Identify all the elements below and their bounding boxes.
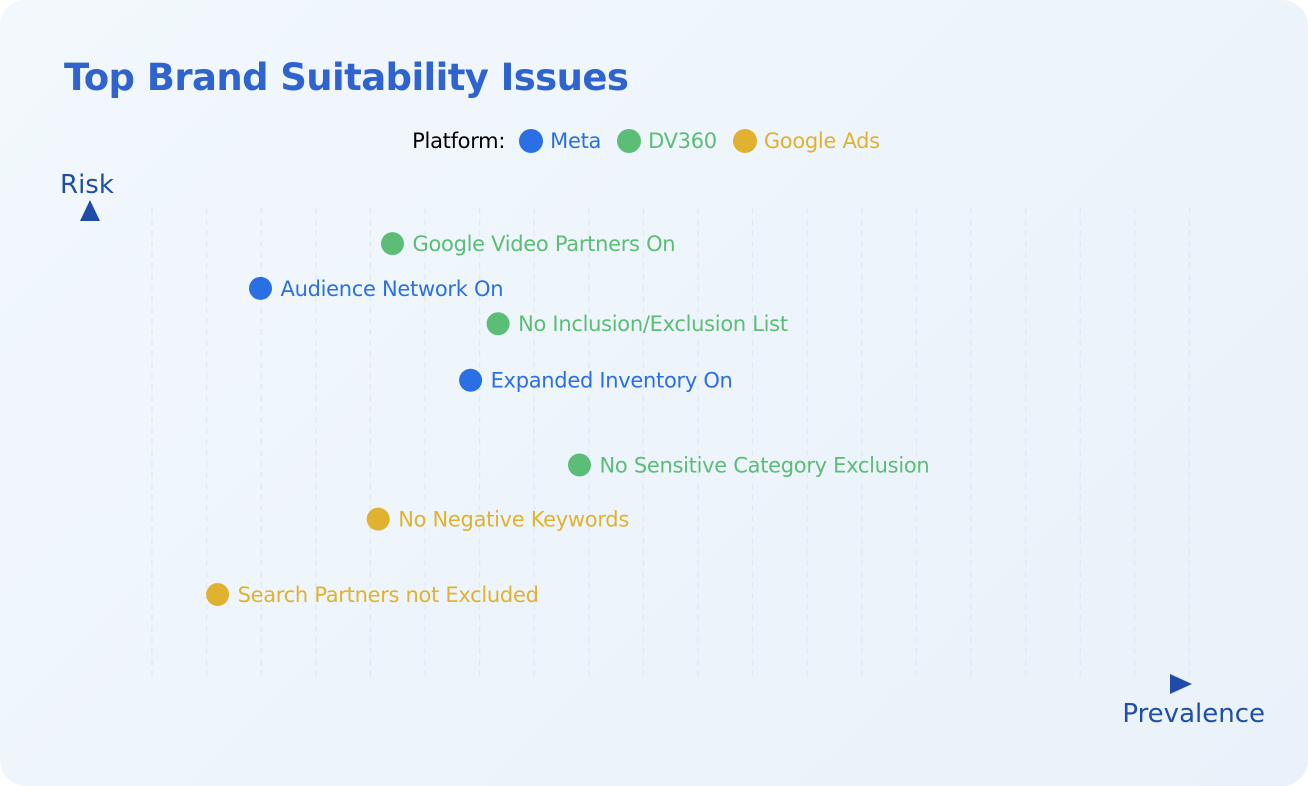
point-label: Audience Network On	[281, 277, 504, 301]
legend-item-dv360: DV360	[617, 129, 717, 153]
data-point-dv360: No Sensitive Category Exclusion	[568, 453, 930, 478]
point-label: Google Video Partners On	[413, 232, 676, 256]
legend-label-dv360: DV360	[648, 129, 717, 153]
point-marker-meta	[249, 276, 272, 300]
point-label: Search Partners not Excluded	[238, 583, 539, 607]
data-point-meta: Expanded Inventory On	[459, 368, 733, 393]
y-axis-label: Risk	[60, 170, 114, 200]
y-axis-arrow-icon	[80, 200, 100, 221]
legend: Platform: Meta DV360 Google Ads	[0, 124, 1308, 158]
legend-label-google-ads: Google Ads	[763, 129, 880, 153]
legend-label-meta: Meta	[550, 129, 602, 153]
legend-item-google-ads: Google Ads	[732, 129, 880, 153]
point-label: No Inclusion/Exclusion List	[518, 312, 788, 336]
x-axis-arrow-icon	[1170, 674, 1192, 694]
point-marker-dv360	[568, 453, 591, 477]
point-label: No Sensitive Category Exclusion	[600, 454, 930, 478]
data-point-dv360: No Inclusion/Exclusion List	[486, 312, 788, 336]
data-point-google-ads: Search Partners not Excluded	[206, 583, 539, 607]
point-marker-meta	[459, 368, 483, 392]
legend-dot-google-ads	[732, 129, 757, 153]
point-label: Expanded Inventory On	[491, 369, 733, 393]
legend-item-meta: Meta	[519, 129, 601, 153]
data-points: Audience Network On Expanded Inventory On…	[206, 232, 930, 607]
point-marker-google-ads	[206, 583, 230, 606]
point-label: No Negative Keywords	[398, 508, 629, 532]
data-point-google-ads: No Negative Keywords	[366, 507, 629, 532]
legend-dot-meta	[519, 129, 544, 153]
point-marker-dv360	[381, 232, 404, 256]
point-marker-dv360	[486, 312, 510, 336]
chart-title: Top Brand Suitability Issues	[64, 56, 629, 99]
point-marker-google-ads	[366, 507, 390, 531]
data-point-dv360: Google Video Partners On	[381, 232, 676, 256]
data-point-meta: Audience Network On	[249, 276, 504, 301]
legend-dot-dv360	[617, 129, 642, 153]
legend-title: Platform:	[412, 129, 506, 153]
grid-lines	[151, 208, 1191, 678]
x-axis-label: Prevalence	[1122, 699, 1265, 729]
